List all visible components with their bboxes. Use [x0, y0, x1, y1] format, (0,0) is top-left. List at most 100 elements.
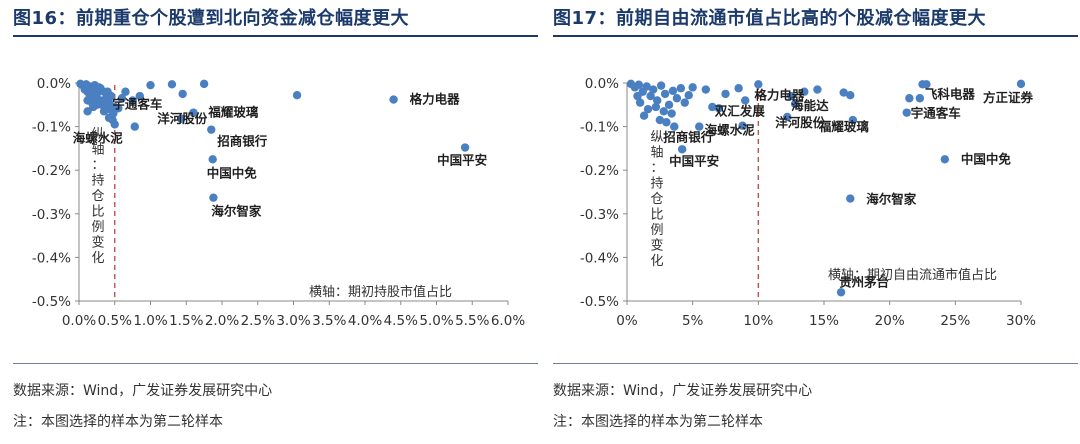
y-tick-label: 0.0% — [37, 76, 71, 92]
point-label: 海尔智家 — [211, 204, 262, 219]
scatter-point — [121, 87, 130, 96]
x-tick-label: 25% — [940, 313, 970, 329]
scatter-point — [94, 83, 104, 92]
scatter-point-labeled — [714, 104, 724, 113]
scatter-point-labeled — [738, 121, 747, 130]
scatter-point — [80, 85, 89, 94]
scatter-point-labeled — [208, 155, 217, 164]
point-label: 飞科电器 — [925, 86, 976, 101]
point-label: 中国中免 — [961, 151, 1012, 166]
scatter-point — [701, 85, 710, 94]
scatter-point — [135, 91, 144, 101]
figure-title: 图16：前期重仓个股遭到北向资金减仓幅度更大 — [13, 8, 410, 29]
point-label: 贵州茅台 — [839, 274, 889, 289]
scatter-point-labeled — [783, 112, 792, 122]
scatter-chart-right: 0.0% -0.1% -0.2% -0.3% -0.4% -0.5% 0% 5% 10% 15% 2… — [580, 76, 1036, 329]
footer-rule — [553, 363, 1078, 364]
scatter-point — [922, 80, 931, 89]
scatter-point — [839, 88, 848, 97]
y-tick-label: -0.2% — [580, 163, 619, 179]
y-tick-label: -0.2% — [32, 163, 71, 179]
scatter-point-labeled — [207, 125, 216, 134]
y-tick-label: -0.3% — [580, 207, 619, 223]
scatter-point — [87, 98, 97, 107]
point-label: 海尔智家 — [866, 192, 917, 207]
scatter-point — [128, 96, 137, 105]
scatter-point-labeled — [130, 122, 139, 131]
scatter-point — [634, 80, 644, 89]
scatter-point — [633, 91, 642, 101]
scatter-point — [684, 91, 693, 100]
scatter-point-labeled — [460, 143, 470, 152]
scatter-point — [292, 91, 302, 100]
scatter-point — [721, 89, 730, 99]
scatter-point — [708, 102, 717, 112]
footer-rule — [13, 363, 538, 364]
x-tick-label: 6.0% — [491, 313, 525, 329]
x-tick-label: 10% — [743, 313, 773, 329]
scatter-point — [642, 82, 651, 91]
scatter-point — [662, 118, 671, 127]
point-label: 洋河股份 — [157, 111, 208, 126]
scatter-point-labeled — [836, 288, 846, 297]
scatter-point — [635, 98, 645, 107]
x-tick-label: 0.5% — [98, 313, 132, 329]
scatter-point — [659, 107, 668, 116]
scatter-point — [649, 85, 658, 94]
scatter-point-labeled — [915, 94, 925, 103]
x-axis-label: 横轴：期初自由流通市值占比 — [828, 267, 997, 283]
point-label: 洋河股份 — [775, 115, 826, 130]
x-tick-label: 3.5% — [312, 313, 346, 329]
x-axis-label: 横轴：期初持股市值占比 — [309, 284, 452, 300]
scatter-point — [96, 96, 105, 105]
scatter-point — [688, 83, 697, 92]
scatter-point — [639, 111, 649, 120]
x-tick-label: 4.5% — [384, 313, 418, 329]
y-tick-label: -0.1% — [32, 120, 71, 136]
scatter-point-labeled — [177, 114, 186, 123]
scatter-point — [178, 89, 187, 99]
point-label: 福耀玻璃 — [818, 119, 870, 134]
scatter-point-labeled — [189, 108, 198, 117]
y-tick-label: 0.0% — [585, 76, 619, 92]
scatter-point — [667, 109, 676, 118]
scatter-point — [664, 100, 674, 109]
scatter-point — [672, 94, 682, 103]
figure-left: 图16：前期重仓个股遭到北向资金减仓幅度更大 0.0% -0.1% -0.2% -0.… — [13, 0, 538, 444]
y-tick-label: -0.1% — [580, 120, 619, 136]
point-label: 招商银行 — [663, 130, 714, 145]
scatter-point-labeled — [846, 194, 855, 203]
scatter-point — [99, 107, 109, 116]
figure-right: 图17：前期自由流通市值占比高的个股减仓幅度更大 0.0% -0.1% -0.2% -… — [553, 0, 1078, 444]
scatter-point — [741, 96, 750, 105]
scatter-point — [104, 98, 114, 107]
x-tick-label: 20% — [875, 313, 905, 329]
y-tick-label: -0.4% — [580, 250, 619, 266]
y-tick-label: -0.5% — [580, 294, 619, 310]
y-axis-label: 纵轴：持仓比例变化 — [91, 127, 104, 266]
y-tick-label: -0.5% — [32, 294, 71, 310]
scatter-point — [676, 84, 686, 93]
point-label: 宇通客车 — [112, 96, 163, 111]
x-tick-label: 5.0% — [419, 313, 453, 329]
scatter-point — [846, 91, 855, 100]
x-tick-label: 1.5% — [169, 313, 203, 329]
scatter-point — [813, 85, 822, 94]
point-label: 福耀玻璃 — [207, 105, 259, 120]
data-source: 数据来源：Wind，广发证券发展研究中心 — [553, 383, 813, 399]
scatter-point — [734, 84, 743, 93]
x-tick-label: 30% — [1006, 313, 1036, 329]
y-tick-label: -0.4% — [32, 250, 71, 266]
scatter-point-labeled — [1016, 79, 1026, 89]
scatter-point — [117, 94, 127, 103]
scatter-point-labeled — [902, 108, 911, 117]
scatter-point — [199, 79, 209, 89]
figure-note: 注：本图选择的样本为第二轮样本 — [13, 414, 223, 430]
x-tick-label: 0.0% — [62, 313, 96, 329]
scatter-point — [668, 86, 678, 96]
scatter-point — [110, 120, 119, 129]
x-tick-label: 3.0% — [276, 313, 310, 329]
point-label: 双汇发展 — [714, 103, 766, 118]
scatter-point — [680, 98, 689, 107]
x-tick-label: 1.0% — [133, 313, 167, 329]
